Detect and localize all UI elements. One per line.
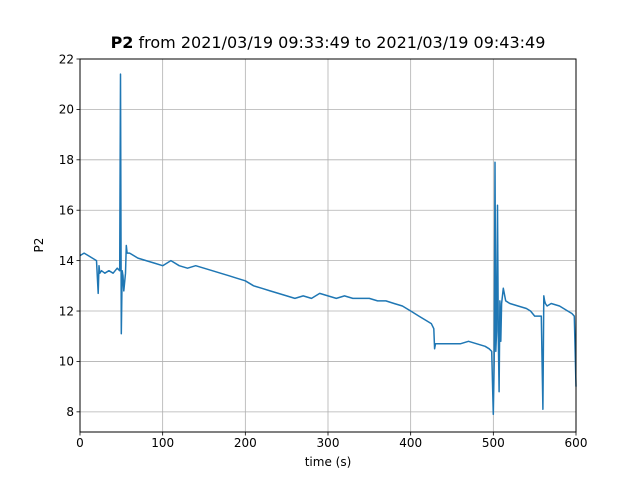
x-tick-label: 600 [565,436,588,450]
chart-title-bold: P2 [110,33,134,52]
y-axis-label: P2 [32,237,46,253]
x-tick-label: 400 [399,436,422,450]
grid-layer [79,58,577,432]
y-tick-label: 10 [59,355,74,369]
chart-title: P2 from 2021/03/19 09:33:49 to 2021/03/1… [80,33,576,52]
y-tick-label: 8 [66,405,74,419]
x-axis-label: time (s) [304,455,352,469]
y-tick-label: 20 [59,103,74,117]
x-tick-label: 300 [317,436,340,450]
axes-frame [79,58,577,433]
y-tick-label: 22 [59,52,74,66]
y-tick-label: 12 [59,304,74,318]
chart-title-rest: from 2021/03/19 09:33:49 to 2021/03/19 0… [133,33,546,52]
x-tick-label: 100 [151,436,174,450]
series-line [79,73,577,416]
y-tick-label: 16 [59,204,74,218]
y-tick-label: 14 [59,254,74,268]
tick-layer: 0 100 200 300 400 500 600 8 10 12 14 16 18 20 22 [59,52,588,450]
x-tick-label: 0 [76,436,84,450]
line-layer [79,73,577,416]
x-tick-label: 500 [482,436,505,450]
y-tick-label: 18 [59,153,74,167]
x-tick-label: 200 [234,436,257,450]
